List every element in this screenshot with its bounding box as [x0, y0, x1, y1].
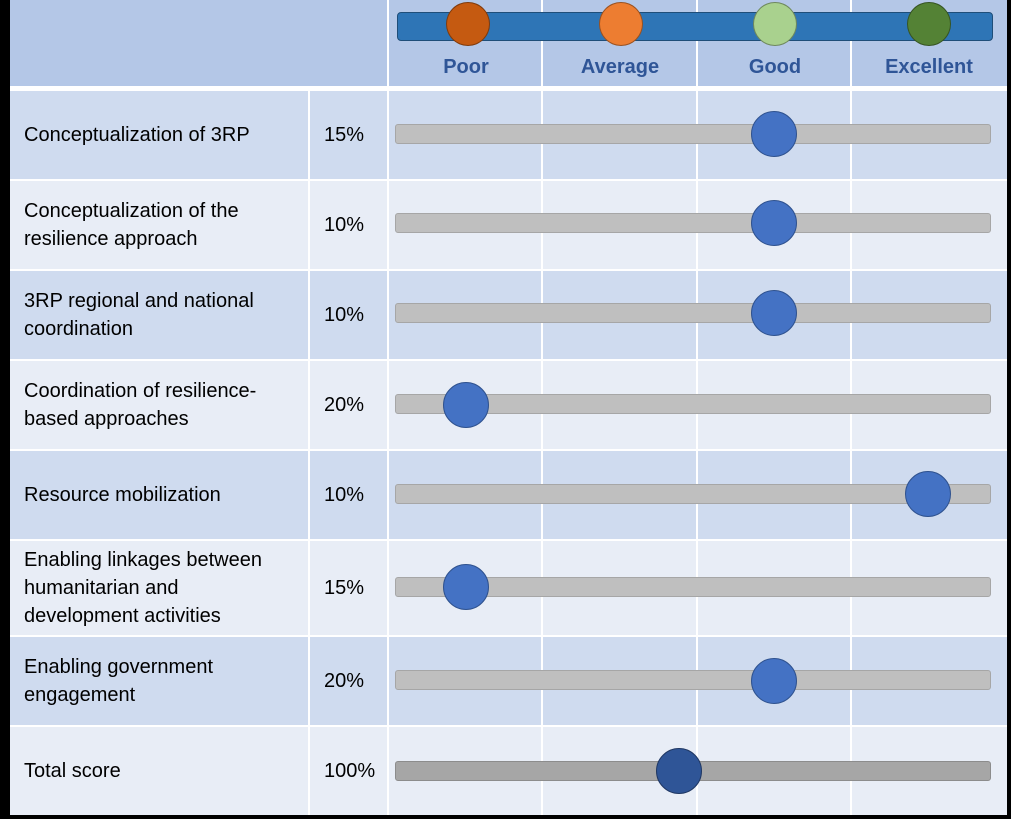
poor-level-marker: [446, 2, 490, 46]
criterion-label: Resource mobilization: [24, 484, 221, 506]
rating-slider-track: [395, 303, 991, 323]
criterion-row: Enabling linkages between humanitarian a…: [10, 541, 1007, 635]
rating-slider-knob[interactable]: [751, 290, 797, 336]
scale-label-excellent: Excellent: [885, 56, 973, 78]
criterion-label: Enabling government engagement: [24, 656, 214, 706]
total-score-label: Total score: [24, 760, 121, 782]
total-score-weight: 100%: [324, 759, 376, 782]
rating-slider-track: [395, 124, 991, 144]
scale-label-poor: Poor: [443, 56, 489, 78]
criterion-row: Conceptualization of 3RP 15%: [10, 91, 1007, 179]
rating-slider-track: [395, 394, 991, 414]
rating-slider-knob[interactable]: [905, 471, 951, 517]
criterion-weight: 20%: [324, 669, 365, 692]
criterion-row: Conceptualization of the resilience appr…: [10, 181, 1007, 269]
rating-slider-track: [395, 670, 991, 690]
rating-slider-track: [395, 213, 991, 233]
total-score-row: Total score 100%: [10, 727, 1007, 815]
criterion-weight: 10%: [324, 213, 365, 236]
header-divider: [696, 0, 698, 86]
header-separator: [10, 86, 1007, 91]
criterion-row: Enabling government engagement 20%: [10, 637, 1007, 725]
criterion-weight: 20%: [324, 393, 365, 416]
rating-scale-bar: [397, 12, 993, 41]
rating-slider-knob[interactable]: [751, 658, 797, 704]
criterion-weight: 10%: [324, 483, 365, 506]
header-divider: [541, 0, 543, 86]
scale-label-average: Average: [580, 56, 660, 78]
rating-slider-track: [395, 577, 991, 597]
rating-scale-header: Poor Average Good Excellent: [10, 0, 1007, 86]
criterion-weight: 15%: [324, 123, 365, 146]
total-score-knob[interactable]: [655, 748, 702, 794]
scale-label-good: Good: [748, 56, 802, 78]
header-divider: [850, 0, 852, 86]
criterion-label: Coordination of resilience- based approa…: [24, 380, 257, 430]
header-divider: [387, 0, 389, 86]
criterion-label: Enabling linkages between humanitarian a…: [24, 549, 262, 627]
rating-slider-track: [395, 484, 991, 504]
rating-slider-knob[interactable]: [751, 200, 797, 246]
average-level-marker: [599, 2, 643, 46]
criterion-weight: 10%: [324, 303, 365, 326]
excellent-level-marker: [907, 2, 951, 46]
criterion-row: Coordination of resilience- based approa…: [10, 361, 1007, 449]
good-level-marker: [753, 2, 797, 46]
criterion-row: 3RP regional and national coordination 1…: [10, 271, 1007, 359]
criterion-label: 3RP regional and national coordination: [24, 290, 254, 340]
rating-slider-knob[interactable]: [443, 382, 489, 428]
criterion-label: Conceptualization of 3RP: [24, 124, 250, 146]
header-blank-cell: [10, 0, 387, 86]
criterion-label: Conceptualization of the resilience appr…: [24, 200, 239, 250]
rating-slider-knob[interactable]: [443, 564, 489, 610]
criterion-row: Resource mobilization 10%: [10, 451, 1007, 539]
rating-slider-knob[interactable]: [751, 111, 797, 157]
criterion-weight: 15%: [324, 576, 365, 599]
